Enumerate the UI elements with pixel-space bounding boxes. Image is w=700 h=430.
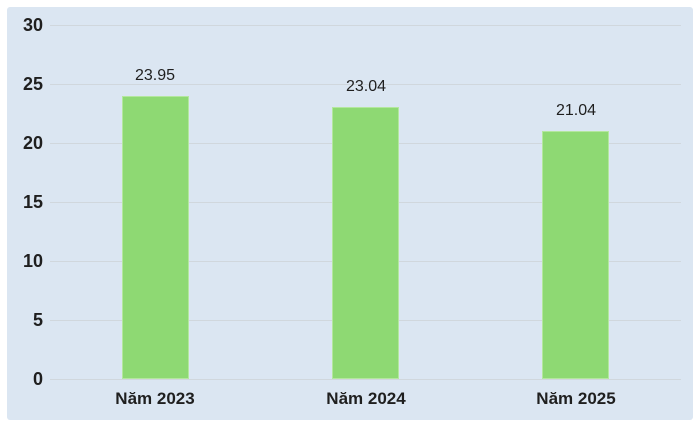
bar bbox=[122, 96, 189, 379]
y-axis-tick-label: 0 bbox=[32, 369, 43, 389]
bar bbox=[332, 107, 399, 379]
y-axis-tick-label: 5 bbox=[32, 310, 43, 330]
y-axis-tick-label: 25 bbox=[22, 74, 43, 94]
bar-value-label: 23.04 bbox=[345, 78, 387, 95]
x-axis-category-label: Năm 2023 bbox=[115, 389, 195, 408]
gridline bbox=[50, 379, 681, 380]
y-axis-tick-label: 20 bbox=[22, 133, 43, 153]
bar bbox=[542, 131, 609, 379]
gridline bbox=[50, 84, 681, 85]
y-axis-tick-label: 15 bbox=[22, 192, 43, 212]
y-axis-tick-label: 10 bbox=[22, 251, 43, 271]
bar-value-label: 21.04 bbox=[555, 102, 597, 119]
gridline bbox=[50, 25, 681, 26]
y-axis-tick-label: 30 bbox=[22, 15, 43, 35]
x-axis-category-label: Năm 2024 bbox=[326, 389, 406, 408]
x-axis-category-label: Năm 2025 bbox=[536, 389, 616, 408]
bar-value-label: 23.95 bbox=[134, 67, 176, 84]
